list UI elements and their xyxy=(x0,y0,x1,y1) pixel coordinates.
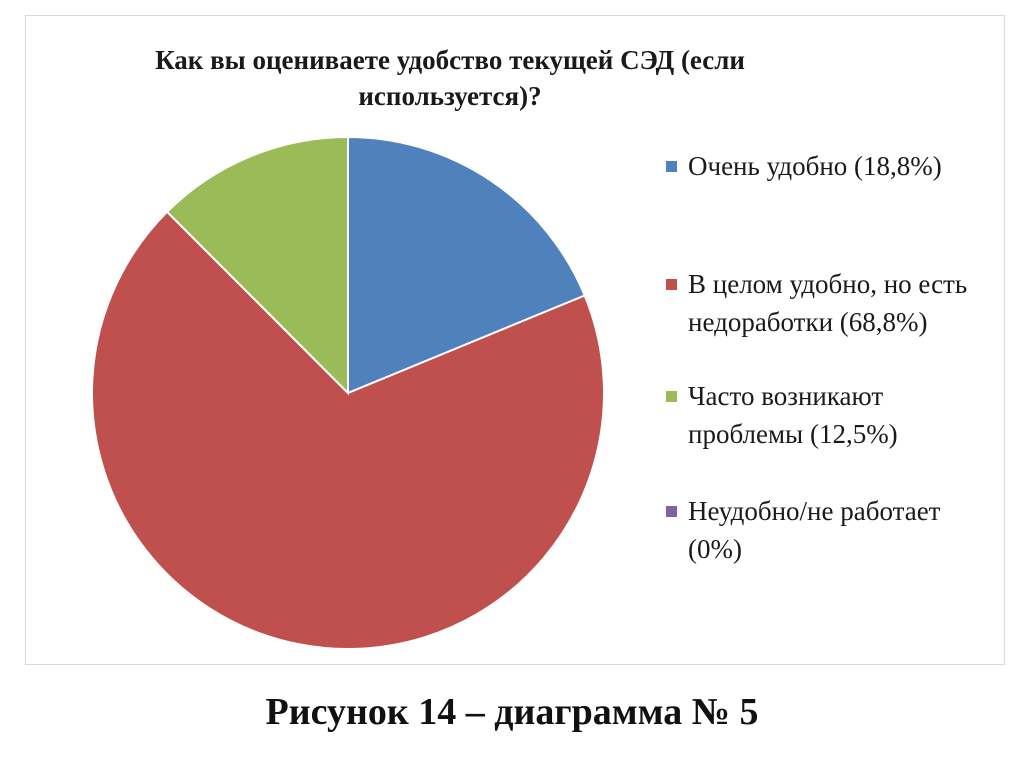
pie-slice xyxy=(165,135,349,396)
legend-label: Часто возникают проблемы (12,5%) xyxy=(688,381,898,449)
legend-marker xyxy=(666,391,677,402)
legend-label: Неудобно/не работает (0%) xyxy=(688,496,941,564)
legend-label: Очень удобно (18,8%) xyxy=(688,151,942,181)
legend-label: В целом удобно, но есть недоработки (68,… xyxy=(688,269,968,337)
legend-marker xyxy=(666,161,677,172)
pie-slice xyxy=(347,135,587,395)
caption: Рисунок 14 – диаграмма № 5 xyxy=(265,691,759,733)
chart-frame xyxy=(25,15,1005,665)
pie-slice xyxy=(91,210,605,650)
legend-marker xyxy=(666,279,677,290)
legend-marker xyxy=(666,506,677,517)
chart-title: Как вы оцениваете удобство текущей СЭД (… xyxy=(155,45,745,111)
